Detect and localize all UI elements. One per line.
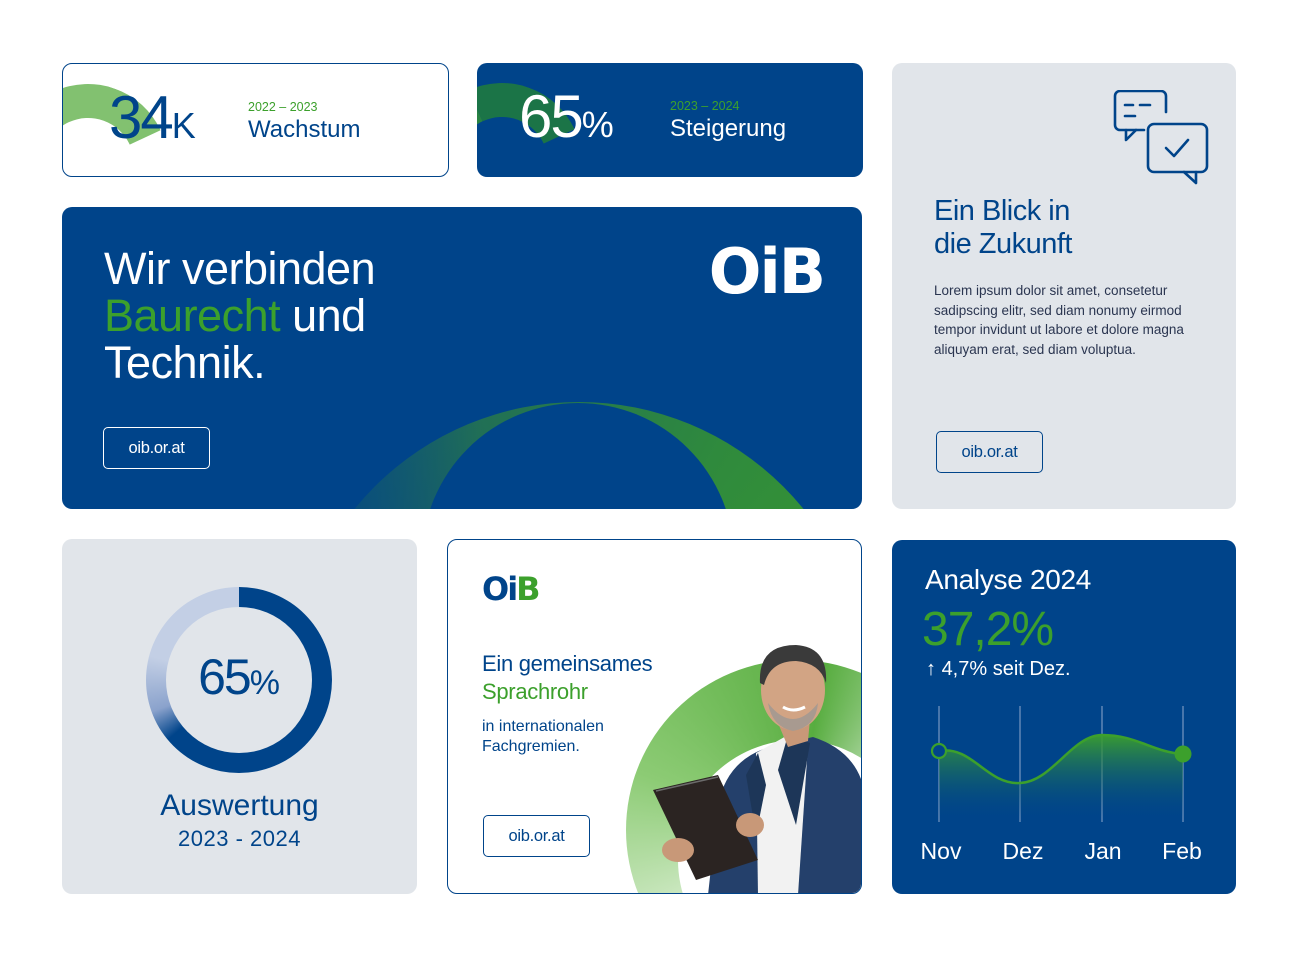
stat-card-increase: 65% 2023 – 2024 Steigerung xyxy=(477,63,863,177)
area-chart: Nov Dez Jan Feb xyxy=(921,706,1202,864)
analysis-delta: ↑ 4,7% seit Dez. xyxy=(926,658,1071,680)
x-label: Feb xyxy=(1162,838,1202,864)
mouthpiece-card: OiB Ein gemeinsames Sprachrohr in intern… xyxy=(447,539,862,894)
voice-subtitle: in internationalen Fachgremien. xyxy=(482,718,604,755)
arrow-up-icon: ↑ xyxy=(926,658,936,680)
hero-banner: Wir verbinden Baurecht und Technik. OiB … xyxy=(62,207,862,509)
donut-years: 2023 - 2024 xyxy=(178,826,301,851)
evaluation-card: 65% Auswertung 2023 - 2024 xyxy=(62,539,417,894)
website-link-button[interactable]: oib.or.at xyxy=(936,431,1043,473)
x-label: Jan xyxy=(1084,838,1121,864)
oib-logo: OiB xyxy=(708,235,826,308)
website-link-button[interactable]: oib.or.at xyxy=(483,815,590,857)
oib-logo: OiB xyxy=(482,570,541,608)
stat-value: 34K xyxy=(109,84,196,151)
future-body: Lorem ipsum dolor sit amet, consetetur s… xyxy=(934,283,1184,357)
chat-bubbles-check-icon xyxy=(1113,90,1209,185)
arc-fade xyxy=(282,402,482,509)
x-label: Nov xyxy=(921,838,962,864)
stat-card-growth: 34K 2022 – 2023 Wachstum xyxy=(62,63,449,177)
businessman-with-tablet-photo xyxy=(653,645,861,893)
stat-label: Wachstum xyxy=(248,116,361,143)
stat-years: 2023 – 2024 xyxy=(670,99,740,113)
end-marker xyxy=(1174,745,1192,763)
analysis-value: 37,2% xyxy=(922,603,1054,656)
analysis-title: Analyse 2024 xyxy=(925,564,1092,595)
start-marker xyxy=(930,742,948,760)
stat-years: 2022 – 2023 xyxy=(248,100,318,114)
donut-label: Auswertung xyxy=(160,789,319,822)
hero-headline: Wir verbinden Baurecht und Technik. xyxy=(104,243,376,388)
donut-hole xyxy=(166,607,312,753)
future-card: Ein Blick in die Zukunft Lorem ipsum dol… xyxy=(892,63,1236,509)
voice-title: Ein gemeinsames Sprachrohr xyxy=(482,651,653,704)
stat-value: 65% xyxy=(519,83,614,150)
donut-value: 65% xyxy=(198,649,280,705)
x-label: Dez xyxy=(1003,838,1044,864)
stat-label: Steigerung xyxy=(670,115,787,142)
future-title: Ein Blick in die Zukunft xyxy=(934,195,1072,260)
analysis-card: Analyse 2024 37,2% ↑ 4,7% seit Dez. Nov … xyxy=(892,540,1236,894)
website-link-button[interactable]: oib.or.at xyxy=(103,427,210,469)
